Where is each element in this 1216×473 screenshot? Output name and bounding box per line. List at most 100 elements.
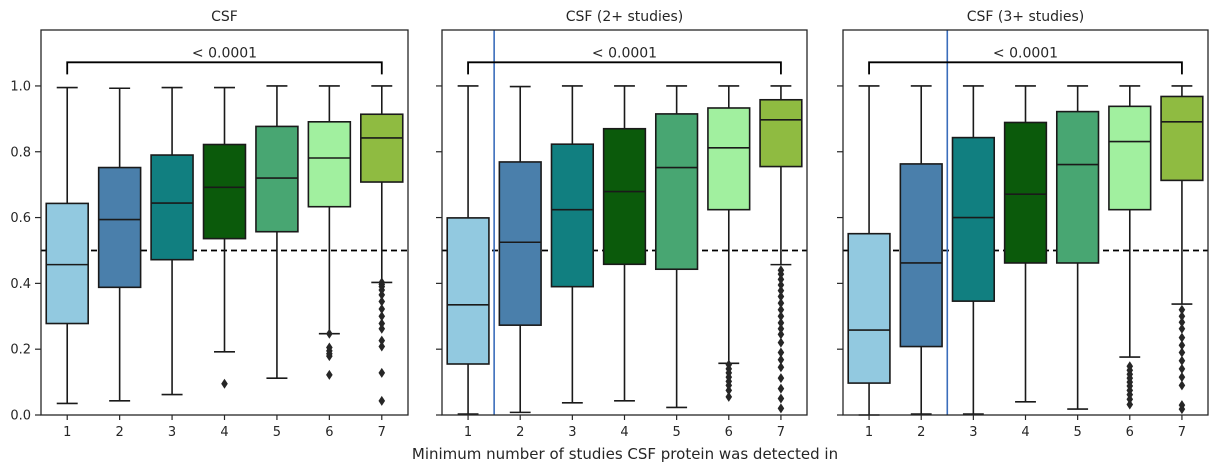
panel-title: CSF (3+ studies)	[967, 9, 1085, 25]
outlier-point	[378, 335, 386, 346]
outlier-point	[326, 369, 333, 380]
significance-bracket	[467, 61, 782, 75]
box-1	[847, 85, 891, 416]
box-6	[707, 85, 751, 402]
outlier-point	[777, 337, 785, 348]
outlier-point	[1178, 311, 1186, 322]
panel-3: CSF (3+ studies) 1 2 3 4 5 6 7 < 0.0001	[837, 9, 1209, 440]
box-3	[550, 85, 595, 404]
outlier-point	[1178, 400, 1186, 411]
significance-bracket	[66, 61, 383, 75]
y-tick-label: 0.2	[10, 343, 31, 358]
outlier-point	[378, 296, 386, 307]
box-7	[360, 85, 404, 406]
iqr-box	[446, 217, 490, 365]
iqr-box	[1160, 95, 1204, 182]
box-1	[446, 85, 490, 415]
x-axis-label: Minimum number of studies CSF protein wa…	[412, 445, 838, 463]
outlier-point	[1178, 380, 1186, 391]
outlier-point	[777, 383, 785, 394]
outlier-point	[378, 311, 386, 322]
outlier-point	[777, 354, 785, 365]
outlier-point	[378, 367, 386, 378]
outlier-point	[378, 277, 386, 288]
x-tick-label: 2	[516, 425, 524, 440]
outlier-point	[1126, 361, 1134, 372]
box-5	[1055, 85, 1100, 410]
outlier-point	[326, 328, 333, 339]
iqr-box	[550, 143, 595, 288]
box-3	[150, 86, 194, 396]
outlier-point	[777, 393, 785, 404]
x-tick-label: 7	[378, 425, 386, 440]
outlier-point	[326, 342, 333, 353]
outlier-point	[1178, 323, 1186, 334]
x-tick-label: 5	[673, 425, 681, 440]
x-tick-label: 7	[1178, 425, 1186, 440]
outlier-point	[1178, 372, 1186, 383]
y-tick-label: 0.8	[10, 145, 31, 160]
x-tick-label: 3	[168, 425, 176, 440]
iqr-box	[255, 125, 299, 233]
plot-frame	[441, 29, 808, 416]
iqr-box	[602, 127, 647, 266]
panel-1: CSF 0.0 0.2 0.4 0.6 0.8 1.0 1 2 3 4 5 6 7 < 0.0001	[10, 9, 409, 440]
x-tick-label: 3	[969, 425, 977, 440]
x-tick-label: 6	[725, 425, 733, 440]
outlier-point	[777, 323, 785, 334]
iqr-box	[759, 98, 803, 168]
box-7	[759, 85, 803, 414]
outlier-point	[777, 265, 785, 276]
x-tick-label: 1	[865, 425, 873, 440]
y-tick-label: 0.0	[10, 409, 31, 424]
outlier-point	[378, 341, 386, 352]
iqr-box	[951, 136, 996, 302]
panel-title: CSF	[211, 9, 238, 25]
box-6	[307, 85, 352, 380]
x-tick-label: 4	[1021, 425, 1029, 440]
x-tick-label: 2	[116, 425, 124, 440]
outlier-point	[777, 304, 785, 315]
box-2	[97, 87, 142, 402]
iqr-box	[899, 163, 943, 348]
iqr-box	[498, 161, 542, 326]
x-tick-label: 1	[63, 425, 71, 440]
y-tick-label: 0.6	[10, 211, 31, 226]
outlier-point	[777, 311, 785, 322]
x-tick-label: 3	[568, 425, 576, 440]
x-tick-label: 2	[917, 425, 925, 440]
outlier-point	[1126, 399, 1134, 410]
outlier-point	[777, 329, 785, 340]
outlier-point	[725, 359, 733, 370]
box-4	[1003, 85, 1048, 403]
box-1	[45, 86, 89, 405]
outlier-point	[378, 395, 386, 406]
significance-label: < 0.0001	[993, 45, 1058, 61]
iqr-box	[707, 107, 751, 211]
iqr-box	[150, 154, 194, 261]
outlier-point	[777, 347, 785, 358]
outlier-point	[378, 323, 386, 334]
x-tick-label: 5	[1074, 425, 1082, 440]
y-tick-label: 1.0	[10, 79, 31, 94]
outlier-point	[777, 280, 785, 291]
significance-label: < 0.0001	[592, 45, 657, 61]
outlier-point	[378, 318, 386, 329]
iqr-box	[360, 113, 404, 183]
x-tick-label: 6	[1126, 425, 1134, 440]
iqr-box	[202, 143, 247, 240]
significance-label: < 0.0001	[192, 45, 257, 61]
outlier-point	[725, 391, 733, 402]
iqr-box	[45, 202, 89, 325]
outlier-point	[777, 373, 785, 384]
x-tick-label: 4	[620, 425, 628, 440]
outlier-point	[221, 378, 228, 389]
panel-2: CSF (2+ studies) 1 2 3 4 5 6 7 < 0.0001	[436, 9, 808, 440]
outlier-point	[777, 291, 785, 302]
outlier-point	[378, 304, 386, 315]
outlier-point	[777, 362, 785, 373]
box-3	[951, 85, 996, 415]
x-tick-label: 7	[777, 425, 785, 440]
iqr-box	[307, 121, 352, 208]
